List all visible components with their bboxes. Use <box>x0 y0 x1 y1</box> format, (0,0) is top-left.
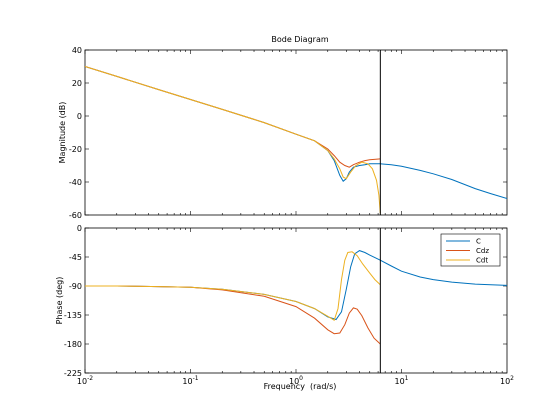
x-tick-label: 100 <box>289 375 303 386</box>
y-tick-label: 20 <box>72 79 82 88</box>
x-tick-labels: 10-2 10-1 100 101 102 <box>77 375 514 386</box>
y-tick-label: -20 <box>69 145 82 154</box>
x-tick-label: 102 <box>500 375 514 386</box>
y-tick-label: -135 <box>64 311 82 320</box>
phase-ticks: 0 -45 -90 -135 -180 -225 <box>64 224 507 378</box>
y-tick-label: -90 <box>69 282 82 291</box>
chart-title: Bode Diagram <box>271 35 328 44</box>
legend-label-cdz: Cdz <box>476 247 489 255</box>
magnitude-series <box>85 66 507 214</box>
y-tick-label: 0 <box>77 112 82 121</box>
y-tick-label: 0 <box>77 224 82 233</box>
x-axis-label: Frequency (rad/s) <box>264 382 337 391</box>
x-tick-label: 10-2 <box>77 375 93 386</box>
y-tick-label: -40 <box>69 178 82 187</box>
phase-series <box>85 250 507 345</box>
y-tick-label: -180 <box>64 340 82 349</box>
series-line-magnitude-cdt <box>85 66 381 214</box>
y-tick-label: -225 <box>64 369 82 378</box>
magnitude-ylabel: Magnitude (dB) <box>58 102 67 164</box>
y-tick-label: -45 <box>69 253 82 262</box>
y-tick-label: 40 <box>72 46 82 55</box>
legend-label-cdt: Cdt <box>476 257 488 265</box>
y-tick-label: -60 <box>69 211 82 220</box>
x-tick-label: 101 <box>394 375 408 386</box>
magnitude-panel: 40 20 0 -20 -40 -60 Magnitude (dB) <box>58 46 508 220</box>
phase-panel: 0 -45 -90 -135 -180 -225 Phase (deg) <box>55 224 508 378</box>
legend-label-c: C <box>476 238 481 246</box>
phase-ylabel: Phase (deg) <box>55 277 64 325</box>
x-tick-label: 10-1 <box>182 375 198 386</box>
series-line-phase-cdt <box>85 251 381 321</box>
legend-box <box>440 233 501 267</box>
magnitude-ticks: 40 20 0 -20 -40 -60 <box>69 46 507 220</box>
